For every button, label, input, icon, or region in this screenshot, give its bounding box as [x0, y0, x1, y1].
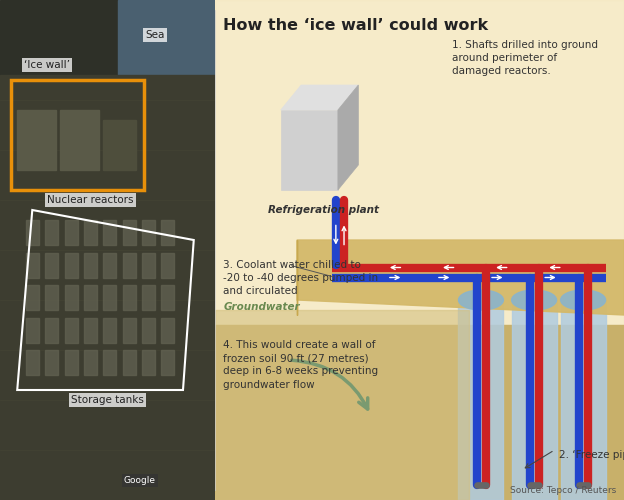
Bar: [281, 110, 338, 190]
Bar: [84, 285, 97, 310]
Text: Nuclear reactors: Nuclear reactors: [47, 195, 134, 205]
Text: Google: Google: [124, 476, 156, 485]
Bar: [26, 285, 39, 310]
Bar: [123, 285, 135, 310]
Bar: [459, 300, 504, 500]
Polygon shape: [0, 75, 215, 500]
Text: How the ‘ice wall’ could work: How the ‘ice wall’ could work: [223, 18, 489, 32]
Bar: [123, 318, 135, 342]
Bar: [162, 220, 174, 245]
Bar: [84, 252, 97, 278]
Bar: [104, 220, 116, 245]
Bar: [104, 350, 116, 375]
Bar: [11, 80, 144, 190]
Text: ‘Ice wall’: ‘Ice wall’: [24, 60, 71, 70]
Bar: [162, 318, 174, 342]
Bar: [84, 350, 97, 375]
Bar: [64, 350, 77, 375]
Bar: [45, 350, 58, 375]
Bar: [64, 318, 77, 342]
Polygon shape: [297, 240, 624, 315]
Bar: [26, 220, 39, 245]
Ellipse shape: [512, 290, 557, 310]
Bar: [26, 350, 39, 375]
Bar: [142, 252, 155, 278]
Polygon shape: [119, 0, 215, 90]
Text: 1. Shafts drilled into ground
around perimeter of
damaged reactors.: 1. Shafts drilled into ground around per…: [452, 40, 598, 76]
Bar: [26, 252, 39, 278]
Text: Source: Tepco / Reuters: Source: Tepco / Reuters: [510, 486, 616, 495]
Bar: [61, 110, 99, 170]
Bar: [64, 285, 77, 310]
Bar: [142, 285, 155, 310]
Bar: [162, 252, 174, 278]
Text: 4. This would create a wall of
frozen soil 90 ft (27 metres)
deep in 6-8 weeks p: 4. This would create a wall of frozen so…: [223, 340, 379, 390]
Bar: [64, 252, 77, 278]
Bar: [142, 220, 155, 245]
Ellipse shape: [560, 290, 606, 310]
Polygon shape: [338, 85, 358, 190]
Bar: [142, 318, 155, 342]
Ellipse shape: [459, 290, 504, 310]
Bar: [45, 285, 58, 310]
Polygon shape: [215, 0, 624, 325]
Bar: [84, 220, 97, 245]
Text: Storage tanks: Storage tanks: [71, 395, 144, 405]
Bar: [123, 220, 135, 245]
Bar: [64, 220, 77, 245]
Bar: [104, 120, 135, 170]
Bar: [45, 318, 58, 342]
Bar: [123, 350, 135, 375]
Bar: [104, 318, 116, 342]
Bar: [560, 300, 606, 500]
Bar: [162, 350, 174, 375]
Text: Refrigeration plant: Refrigeration plant: [268, 205, 379, 215]
Bar: [45, 252, 58, 278]
Bar: [512, 300, 557, 500]
Bar: [26, 318, 39, 342]
Bar: [162, 285, 174, 310]
Bar: [45, 220, 58, 245]
Polygon shape: [281, 85, 358, 110]
Bar: [142, 350, 155, 375]
Bar: [123, 252, 135, 278]
Bar: [17, 110, 56, 170]
Bar: [104, 285, 116, 310]
Text: Groundwater: Groundwater: [223, 302, 300, 312]
Text: Sea: Sea: [145, 30, 165, 40]
Bar: [104, 252, 116, 278]
Text: 3. Coolant water chilled to
-20 to -40 degrees pumped in
and circulated: 3. Coolant water chilled to -20 to -40 d…: [223, 260, 379, 296]
Text: 2. ‘Freeze pipes’: 2. ‘Freeze pipes’: [558, 450, 624, 460]
Bar: [84, 318, 97, 342]
Polygon shape: [215, 310, 469, 500]
Polygon shape: [215, 325, 624, 500]
